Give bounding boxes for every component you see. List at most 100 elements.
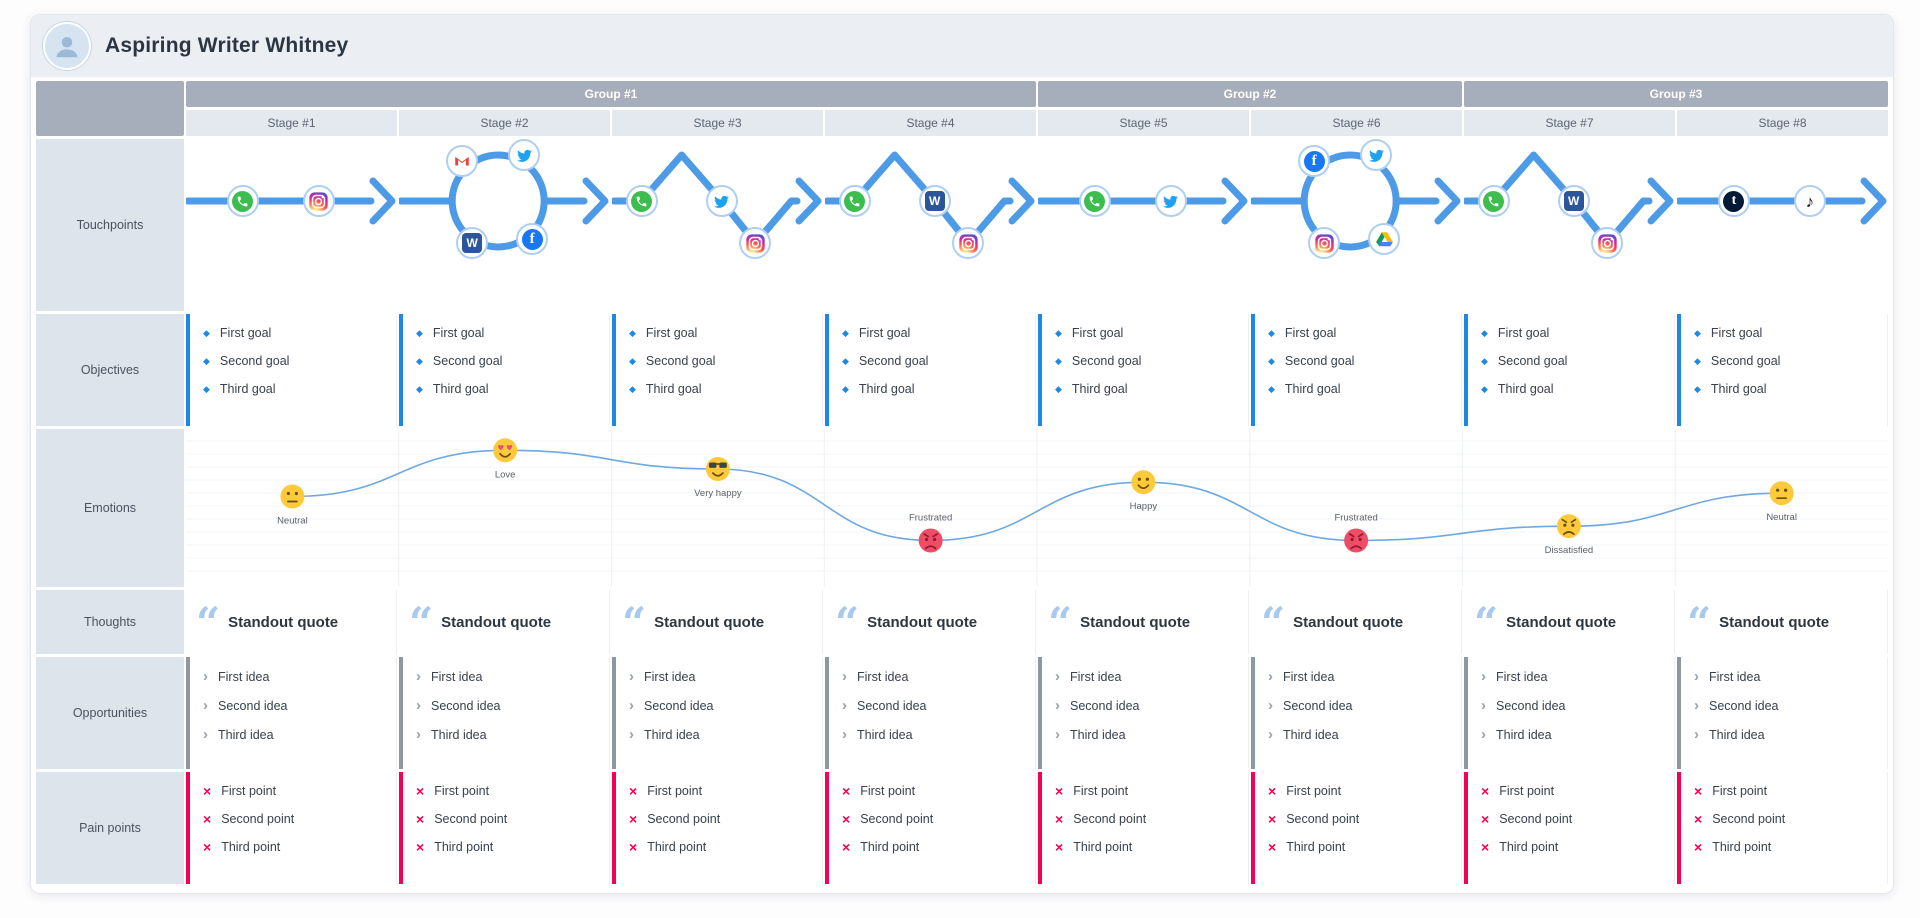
thoughts-cell[interactable]: “ Standout quote: [186, 590, 397, 654]
objective-item[interactable]: ◆ Second goal: [842, 354, 1027, 368]
objective-item[interactable]: ◆ Third goal: [1268, 382, 1453, 396]
objective-item[interactable]: ◆ Second goal: [416, 354, 601, 368]
stage-header-4[interactable]: Stage #4: [825, 110, 1036, 136]
pain-point-item[interactable]: × First point: [1268, 784, 1453, 798]
touchpoints-cell[interactable]: W: [825, 139, 1036, 311]
objectives-cell[interactable]: ◆ First goal ◆ Second goal ◆ Third goal: [1464, 314, 1675, 426]
objective-item[interactable]: ◆ Second goal: [1481, 354, 1666, 368]
opportunities-cell[interactable]: › First idea › Second idea › Third idea: [1464, 657, 1675, 769]
painpoints-cell[interactable]: × First point × Second point × Third point: [612, 772, 823, 884]
opportunity-item[interactable]: › Third idea: [203, 727, 388, 742]
painpoints-cell[interactable]: × First point × Second point × Third point: [1677, 772, 1888, 884]
row-label-emotions[interactable]: Emotions: [36, 429, 184, 587]
opportunity-item[interactable]: › Second idea: [842, 698, 1027, 713]
pain-point-item[interactable]: × First point: [203, 784, 388, 798]
persona-avatar[interactable]: [43, 22, 91, 70]
opportunities-cell[interactable]: › First idea › Second idea › Third idea: [1677, 657, 1888, 769]
objective-item[interactable]: ◆ Third goal: [1055, 382, 1240, 396]
objectives-cell[interactable]: ◆ First goal ◆ Second goal ◆ Third goal: [825, 314, 1036, 426]
pain-point-item[interactable]: × Third point: [1481, 840, 1666, 854]
emotion-neutral[interactable]: Neutral: [277, 484, 308, 527]
painpoints-cell[interactable]: × First point × Second point × Third point: [186, 772, 397, 884]
objective-item[interactable]: ◆ Second goal: [1268, 354, 1453, 368]
objective-item[interactable]: ◆ Third goal: [629, 382, 814, 396]
objective-item[interactable]: ◆ First goal: [1481, 326, 1666, 340]
painpoints-cell[interactable]: × First point × Second point × Third point: [1464, 772, 1675, 884]
pain-point-item[interactable]: × Second point: [842, 812, 1027, 826]
emotion-neutral[interactable]: Neutral: [1766, 481, 1797, 523]
pain-point-item[interactable]: × Third point: [416, 840, 601, 854]
whatsapp-icon[interactable]: [1078, 185, 1111, 217]
touchpoints-cell[interactable]: [186, 139, 397, 311]
gmail-icon[interactable]: [446, 145, 479, 177]
opportunity-item[interactable]: › First idea: [1055, 669, 1240, 684]
objective-item[interactable]: ◆ Third goal: [1481, 382, 1666, 396]
stage-header-3[interactable]: Stage #3: [612, 110, 823, 136]
opportunity-item[interactable]: › Third idea: [1268, 727, 1453, 742]
opportunities-cell[interactable]: › First idea › Second idea › Third idea: [1251, 657, 1462, 769]
twitter-icon[interactable]: [1360, 139, 1393, 171]
objective-item[interactable]: ◆ First goal: [203, 326, 388, 340]
objective-item[interactable]: ◆ Third goal: [842, 382, 1027, 396]
stage-header-8[interactable]: Stage #8: [1677, 110, 1888, 136]
painpoints-cell[interactable]: × First point × Second point × Third point: [399, 772, 610, 884]
emotions-chart[interactable]: Neutral Love Very happy Frustrated Happy Frus…: [186, 429, 1888, 587]
pain-point-item[interactable]: × First point: [629, 784, 814, 798]
pain-point-item[interactable]: × First point: [1055, 784, 1240, 798]
opportunity-item[interactable]: › Third idea: [1055, 727, 1240, 742]
gdrive-icon[interactable]: [1368, 223, 1401, 255]
thoughts-cell[interactable]: “ Standout quote: [1677, 590, 1888, 654]
whatsapp-icon[interactable]: [625, 185, 658, 217]
emotion-very-happy[interactable]: Very happy: [694, 457, 742, 499]
opportunity-item[interactable]: › First idea: [1268, 669, 1453, 684]
instagram-icon[interactable]: [1308, 227, 1341, 259]
emotion-love[interactable]: Love: [493, 438, 518, 480]
group-header[interactable]: Group #2: [1038, 81, 1462, 107]
objective-item[interactable]: ◆ First goal: [842, 326, 1027, 340]
opportunities-cell[interactable]: › First idea › Second idea › Third idea: [1038, 657, 1249, 769]
objective-item[interactable]: ◆ Second goal: [1055, 354, 1240, 368]
tiktok-icon[interactable]: ♪: [1793, 185, 1826, 217]
opportunity-item[interactable]: › Third idea: [1481, 727, 1666, 742]
touchpoints-cell[interactable]: t ♪: [1677, 139, 1888, 311]
thoughts-cell[interactable]: “ Standout quote: [1038, 590, 1249, 654]
objective-item[interactable]: ◆ Third goal: [1694, 382, 1879, 396]
row-label-painpoints[interactable]: Pain points: [36, 772, 184, 884]
thoughts-cell[interactable]: “ Standout quote: [825, 590, 1036, 654]
thoughts-cell[interactable]: “ Standout quote: [612, 590, 823, 654]
pain-point-item[interactable]: × Second point: [1055, 812, 1240, 826]
opportunity-item[interactable]: › Third idea: [629, 727, 814, 742]
stage-header-2[interactable]: Stage #2: [399, 110, 610, 136]
objective-item[interactable]: ◆ First goal: [629, 326, 814, 340]
whatsapp-icon[interactable]: [838, 185, 871, 217]
word-icon[interactable]: W: [918, 185, 951, 217]
touchpoints-cell[interactable]: [1038, 139, 1249, 311]
painpoints-cell[interactable]: × First point × Second point × Third point: [1038, 772, 1249, 884]
pain-point-item[interactable]: × Third point: [1694, 840, 1879, 854]
touchpoints-cell[interactable]: [612, 139, 823, 311]
objective-item[interactable]: ◆ First goal: [1694, 326, 1879, 340]
painpoints-cell[interactable]: × First point × Second point × Third point: [1251, 772, 1462, 884]
emotion-frustrated[interactable]: Frustrated: [1334, 513, 1378, 553]
whatsapp-icon[interactable]: [1477, 185, 1510, 217]
opportunities-cell[interactable]: › First idea › Second idea › Third idea: [825, 657, 1036, 769]
objective-item[interactable]: ◆ Third goal: [203, 382, 388, 396]
pain-point-item[interactable]: × Second point: [1268, 812, 1453, 826]
objective-item[interactable]: ◆ First goal: [1055, 326, 1240, 340]
tumblr-icon[interactable]: t: [1717, 185, 1750, 217]
opportunity-item[interactable]: › First idea: [1694, 669, 1879, 684]
twitter-icon[interactable]: [1154, 185, 1187, 217]
touchpoints-cell[interactable]: f: [1251, 139, 1462, 311]
word-icon[interactable]: W: [456, 227, 489, 259]
pain-point-item[interactable]: × First point: [1481, 784, 1666, 798]
objective-item[interactable]: ◆ Second goal: [1694, 354, 1879, 368]
pain-point-item[interactable]: × First point: [842, 784, 1027, 798]
twitter-icon[interactable]: [508, 139, 541, 171]
opportunity-item[interactable]: › Third idea: [1694, 727, 1879, 742]
emotion-frustrated[interactable]: Frustrated: [909, 513, 952, 553]
thoughts-cell[interactable]: “ Standout quote: [1464, 590, 1675, 654]
opportunity-item[interactable]: › Second idea: [203, 698, 388, 713]
touchpoints-cell[interactable]: W: [1464, 139, 1675, 311]
objective-item[interactable]: ◆ First goal: [416, 326, 601, 340]
stage-header-7[interactable]: Stage #7: [1464, 110, 1675, 136]
